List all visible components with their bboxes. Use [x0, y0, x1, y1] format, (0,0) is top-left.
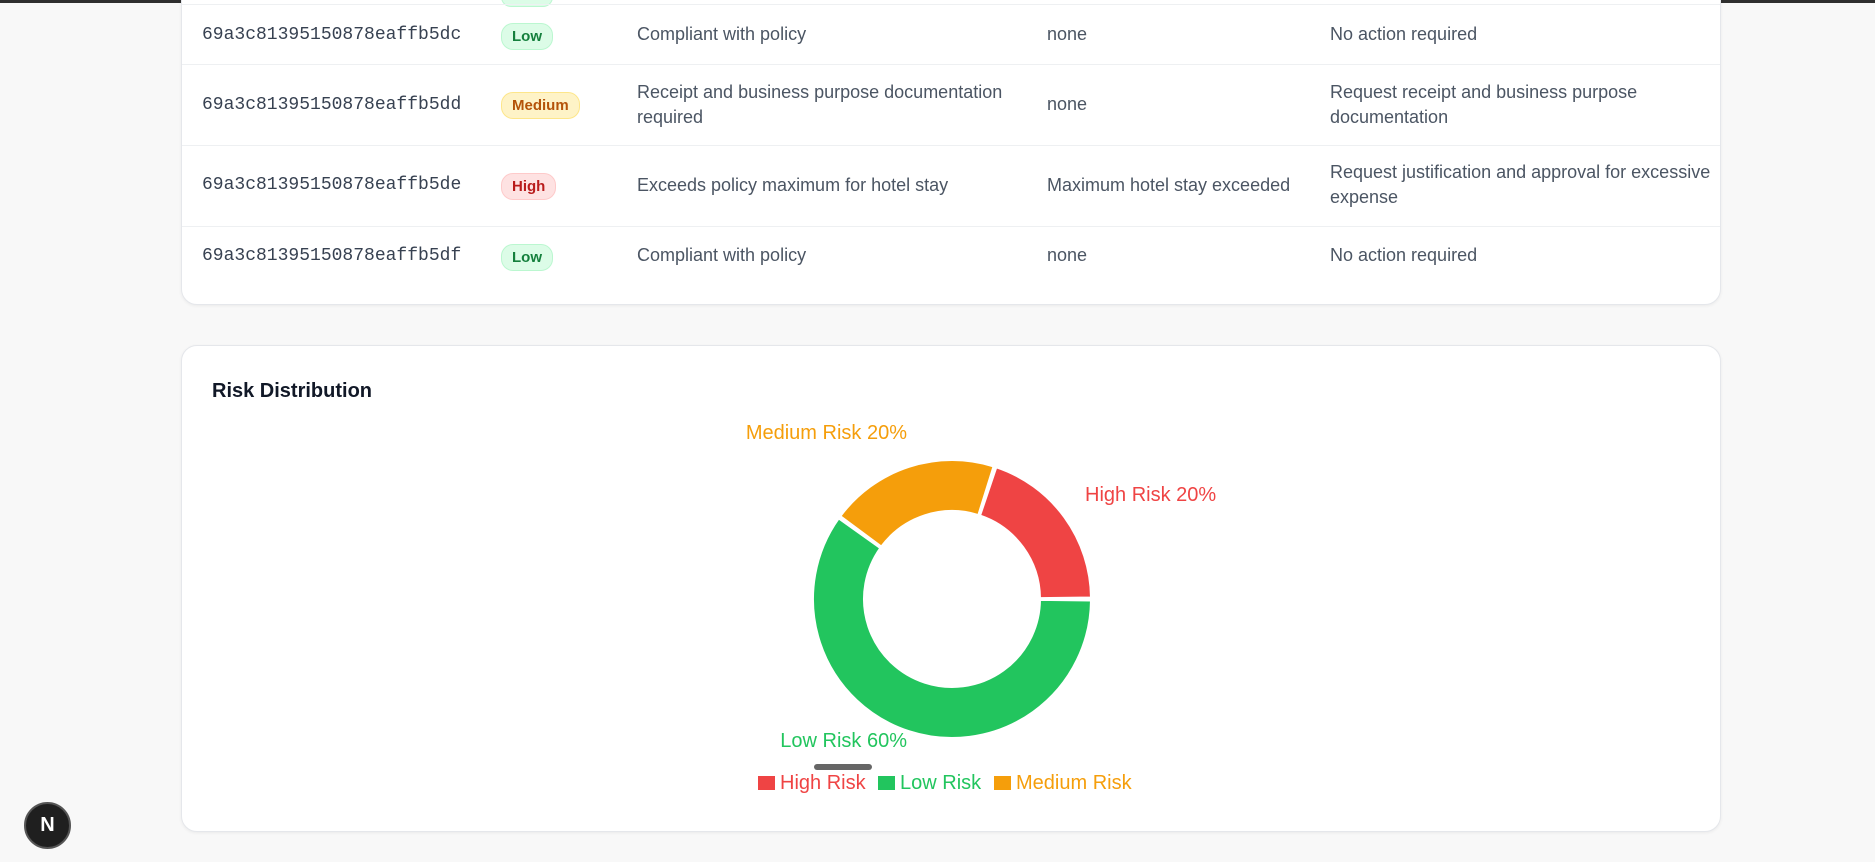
risk-badge: Low [501, 244, 553, 271]
risk-badge: High [501, 173, 557, 200]
legend-item-medium-risk[interactable]: Medium Risk [994, 772, 1133, 794]
risk-badge: Low [501, 23, 553, 50]
reason-text: Exceeds policy maximum for hotel stay [637, 175, 949, 195]
legend-label: High Risk [780, 772, 867, 794]
next-dev-indicator-button[interactable]: N [24, 802, 71, 849]
risk-badge: Medium [501, 92, 580, 119]
donut-slice-low-risk[interactable] [812, 517, 1093, 739]
legend-scroll-indicator [814, 764, 872, 770]
action-text: No action required [1330, 24, 1478, 44]
legend-item-high-risk[interactable]: High Risk [758, 772, 867, 794]
risk-table: 69a3c81395150878eaffb5dc Low Compliant w… [181, 0, 1721, 305]
expense-id: 69a3c81395150878eaffb5dc [202, 25, 462, 45]
risk-donut-chart: High Risk 20% Low Risk 60% Medium Risk 20%… [746, 422, 1217, 794]
legend-label: Low Risk [900, 772, 982, 794]
legend-item-low-risk[interactable]: Low Risk [878, 772, 982, 794]
issue-text: none [1047, 94, 1088, 114]
legend-swatch [878, 776, 895, 790]
reason-text: Compliant with policy [637, 245, 807, 265]
legend-swatch [758, 776, 775, 790]
table-row[interactable]: 69a3c81395150878eaffb5de High Exceeds po… [182, 145, 1720, 226]
reason-text: Receipt and business purpose documentati… [637, 82, 1003, 127]
expense-id: 69a3c81395150878eaffb5de [202, 175, 462, 195]
action-text: Request justification and approval for e… [1330, 162, 1711, 207]
action-text: No action required [1330, 245, 1478, 265]
slice-label-high-risk: High Risk 20% [1085, 484, 1216, 506]
expense-id: 69a3c81395150878eaffb5dd [202, 95, 462, 115]
donut-slice-high-risk[interactable] [978, 465, 1093, 600]
legend-label: Medium Risk [1016, 772, 1133, 794]
table-row[interactable]: 69a3c81395150878eaffb5df Low Compliant w… [182, 226, 1720, 288]
reason-text: Compliant with policy [637, 24, 807, 44]
issue-text: none [1047, 245, 1088, 265]
table-row[interactable]: 69a3c81395150878eaffb5dc Low Compliant w… [182, 4, 1720, 64]
issue-text: Maximum hotel stay exceeded [1047, 175, 1291, 195]
expense-id: 69a3c81395150878eaffb5df [202, 246, 462, 266]
slice-label-medium-risk: Medium Risk 20% [746, 422, 907, 444]
n-logo-icon: N [40, 814, 55, 836]
donut-slice-medium-risk[interactable] [839, 459, 995, 548]
chart-title: Risk Distribution [212, 380, 373, 402]
issue-text: none [1047, 24, 1088, 44]
risk-distribution-card: Risk Distribution High Risk 20% Low Risk … [181, 345, 1721, 832]
slice-label-low-risk: Low Risk 60% [780, 730, 907, 752]
legend-swatch [994, 776, 1011, 790]
action-text: Request receipt and business purpose doc… [1330, 82, 1638, 127]
table-row[interactable]: 69a3c81395150878eaffb5dd Medium Receipt … [182, 64, 1720, 145]
